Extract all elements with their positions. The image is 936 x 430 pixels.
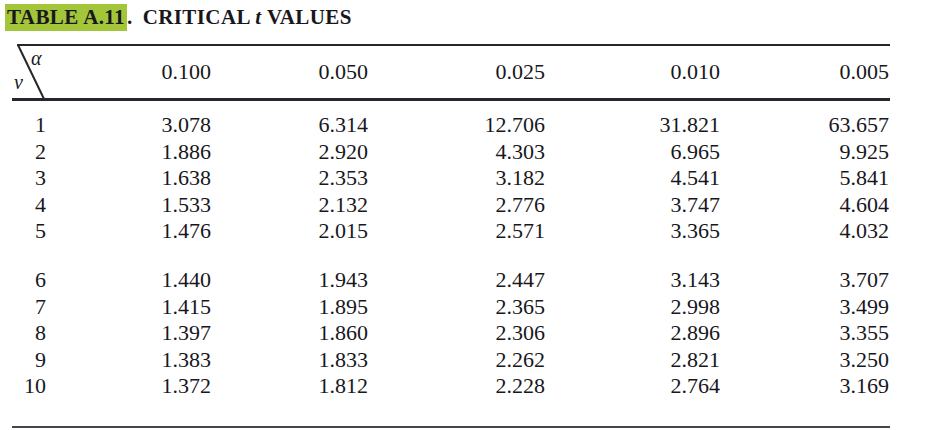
table-body-group-1: 13.0786.31412.70631.82163.65721.8862.920… xyxy=(0,112,889,245)
t-critical-value: 1.886 xyxy=(46,139,211,165)
df-value: 10 xyxy=(0,373,46,399)
t-critical-value: 1.415 xyxy=(46,294,211,320)
t-critical-value: 2.015 xyxy=(211,218,368,244)
t-critical-value: 3.365 xyxy=(545,218,720,244)
t-critical-value: 2.920 xyxy=(211,139,368,165)
table-row: 41.5332.1322.7763.7474.604 xyxy=(0,192,889,219)
t-critical-value: 4.303 xyxy=(368,139,545,165)
t-critical-value: 3.078 xyxy=(46,112,211,138)
table-bottom-rule xyxy=(12,426,890,428)
table-row: 101.3721.8122.2282.7643.169 xyxy=(0,373,889,400)
t-critical-value: 2.998 xyxy=(545,294,720,320)
t-critical-value: 1.638 xyxy=(46,165,211,191)
df-value: 1 xyxy=(0,112,46,138)
title-heading-pre: CRITICAL xyxy=(143,5,250,29)
t-critical-value: 2.132 xyxy=(211,192,368,218)
table-row: 31.6382.3533.1824.5415.841 xyxy=(0,165,889,192)
t-critical-value: 1.440 xyxy=(46,267,211,293)
table-row: 81.3971.8602.3062.8963.355 xyxy=(0,320,889,347)
table-row: 51.4762.0152.5713.3654.032 xyxy=(0,218,889,245)
t-critical-value: 3.747 xyxy=(545,192,720,218)
t-critical-value: 2.776 xyxy=(368,192,545,218)
t-critical-value: 3.355 xyxy=(720,320,889,346)
t-critical-value: 31.821 xyxy=(545,112,720,138)
t-critical-value: 1.860 xyxy=(211,320,368,346)
t-critical-value: 2.447 xyxy=(368,267,545,293)
t-critical-value: 1.833 xyxy=(211,347,368,373)
t-critical-value: 2.896 xyxy=(545,320,720,346)
t-critical-value: 3.707 xyxy=(720,267,889,293)
t-critical-value: 9.925 xyxy=(720,139,889,165)
df-value: 9 xyxy=(0,347,46,373)
t-critical-value: 2.571 xyxy=(368,218,545,244)
t-critical-value: 3.182 xyxy=(368,165,545,191)
table-row: 71.4151.8952.3652.9983.499 xyxy=(0,294,889,321)
table-top-rule xyxy=(17,44,890,46)
table-body-group-2: 61.4401.9432.4473.1433.70771.4151.8952.3… xyxy=(0,267,889,400)
table-row: 61.4401.9432.4473.1433.707 xyxy=(0,267,889,294)
t-critical-value: 2.764 xyxy=(545,373,720,399)
t-critical-value: 1.383 xyxy=(46,347,211,373)
df-value: 7 xyxy=(0,294,46,320)
df-value: 6 xyxy=(0,267,46,293)
t-critical-value: 1.533 xyxy=(46,192,211,218)
table-header-row: 0.100 0.050 0.025 0.010 0.005 xyxy=(0,58,889,86)
t-critical-value: 2.262 xyxy=(368,347,545,373)
table-row: 21.8862.9204.3036.9659.925 xyxy=(0,139,889,166)
t-critical-value: 3.499 xyxy=(720,294,889,320)
alpha-level-header: 0.050 xyxy=(211,59,368,85)
table-header-rule xyxy=(12,98,890,101)
t-critical-value: 2.821 xyxy=(545,347,720,373)
t-critical-value: 63.657 xyxy=(720,112,889,138)
df-value: 5 xyxy=(0,218,46,244)
document-page: TABLE A.11.CRITICAL t VALUES α ν 0.100 0… xyxy=(0,0,936,430)
t-critical-value: 1.812 xyxy=(211,373,368,399)
t-critical-value: 3.143 xyxy=(545,267,720,293)
title-heading-post: VALUES xyxy=(267,5,352,29)
alpha-level-header: 0.005 xyxy=(720,59,889,85)
t-critical-value: 3.169 xyxy=(720,373,889,399)
title-heading-t: t xyxy=(255,5,261,29)
t-critical-value: 12.706 xyxy=(368,112,545,138)
df-value: 3 xyxy=(0,165,46,191)
t-critical-value: 4.604 xyxy=(720,192,889,218)
t-critical-value: 1.476 xyxy=(46,218,211,244)
title-separator: . xyxy=(127,5,133,29)
t-critical-value: 2.365 xyxy=(368,294,545,320)
t-critical-value: 1.397 xyxy=(46,320,211,346)
t-critical-value: 6.314 xyxy=(211,112,368,138)
t-critical-value: 4.541 xyxy=(545,165,720,191)
t-critical-value: 4.032 xyxy=(720,218,889,244)
t-critical-value: 2.228 xyxy=(368,373,545,399)
alpha-level-header: 0.025 xyxy=(368,59,545,85)
alpha-level-header: 0.010 xyxy=(545,59,720,85)
table-row: 91.3831.8332.2622.8213.250 xyxy=(0,347,889,374)
t-critical-value: 1.372 xyxy=(46,373,211,399)
df-value: 8 xyxy=(0,320,46,346)
t-critical-value: 1.943 xyxy=(211,267,368,293)
t-critical-value: 1.895 xyxy=(211,294,368,320)
table-row: 13.0786.31412.70631.82163.657 xyxy=(0,112,889,139)
t-critical-value: 5.841 xyxy=(720,165,889,191)
t-critical-value: 6.965 xyxy=(545,139,720,165)
t-critical-value: 2.353 xyxy=(211,165,368,191)
df-value: 4 xyxy=(0,192,46,218)
alpha-level-header: 0.100 xyxy=(46,59,211,85)
t-critical-value: 3.250 xyxy=(720,347,889,373)
df-value: 2 xyxy=(0,139,46,165)
t-critical-value: 2.306 xyxy=(368,320,545,346)
